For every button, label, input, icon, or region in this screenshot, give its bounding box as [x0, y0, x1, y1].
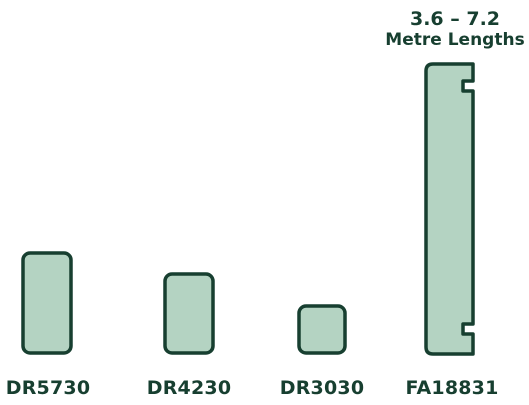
length-range-label: 3.6 – 7.2 — [409, 8, 501, 30]
length-unit-label: Metre Lengths — [385, 30, 525, 50]
profile-label-dr5730: DR5730 — [5, 377, 91, 399]
profile-dr5730-shape — [21, 251, 73, 355]
profile-label-dr3030: DR3030 — [279, 377, 365, 399]
profile-fa18831-shape — [424, 62, 475, 356]
length-note: 3.6 – 7.2 Metre Lengths — [385, 8, 524, 51]
profile-dr3030-shape — [297, 304, 347, 355]
profile-label-dr4230: DR4230 — [146, 377, 232, 399]
profile-dr4230-shape — [163, 272, 215, 355]
profile-label-fa18831: FA18831 — [405, 377, 499, 399]
